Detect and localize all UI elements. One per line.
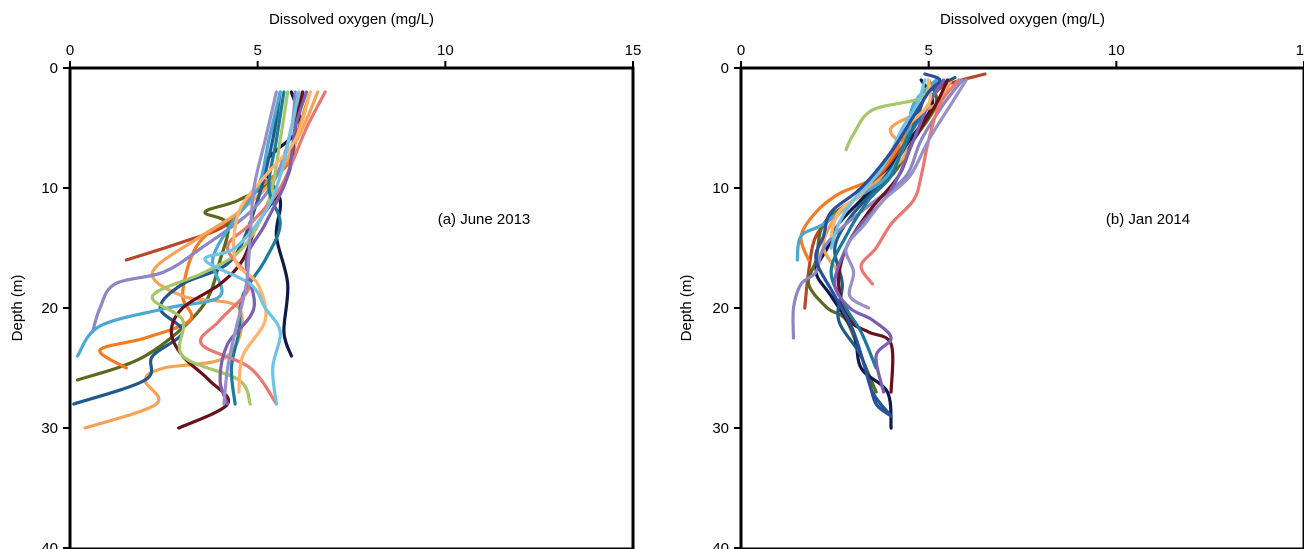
plot-frame — [68, 66, 635, 549]
series-line-12 — [198, 90, 327, 406]
panel-b: Dissolved oxygen (mg/L) Depth (m) (b) Ja… — [678, 11, 1304, 549]
y-tick-label: 10 — [41, 180, 58, 197]
y-tick-label: 20 — [41, 300, 58, 317]
series-line-17 — [814, 72, 942, 418]
series-line-15 — [829, 78, 927, 250]
x-tick-label: 0 — [737, 42, 745, 59]
x-axis-title: Dissolved oxygen (mg/L) — [269, 11, 434, 28]
x-tick-label: 10 — [437, 42, 454, 59]
series-line-7 — [791, 78, 964, 340]
x-tick-label: 15 — [1296, 42, 1304, 59]
tick-group: 0 5 10 15 0 10 20 30 40 — [41, 42, 641, 549]
y-tick-label: 30 — [41, 420, 58, 437]
series-group — [72, 90, 327, 430]
y-axis-title: Depth (m) — [9, 275, 26, 342]
series-line-6 — [72, 90, 282, 406]
x-tick-label: 10 — [1108, 42, 1125, 59]
series-line-10 — [150, 90, 290, 406]
y-tick-label: 0 — [50, 60, 58, 77]
y-tick-label: 0 — [721, 60, 729, 77]
y-axis-title: Depth (m) — [678, 275, 695, 342]
series-line-16 — [222, 90, 278, 406]
x-tick-label: 15 — [625, 42, 642, 59]
series-line-8 — [795, 78, 938, 262]
x-axis-title: Dissolved oxygen (mg/L) — [940, 11, 1105, 28]
series-line-3 — [814, 78, 935, 430]
plot-frame — [739, 66, 1304, 549]
y-tick-label: 20 — [712, 300, 729, 317]
series-line-11 — [829, 78, 942, 370]
y-tick-label: 10 — [712, 180, 729, 197]
panel-annotation: (b) Jan 2014 — [1106, 211, 1190, 228]
x-tick-label: 5 — [253, 42, 261, 59]
x-tick-label: 0 — [66, 42, 74, 59]
x-tick-label: 5 — [924, 42, 932, 59]
y-tick-label: 40 — [712, 540, 729, 549]
series-line-16 — [844, 78, 968, 310]
panel-annotation: (a) June 2013 — [438, 211, 531, 228]
series-line-15 — [203, 90, 301, 406]
panel-a: Dissolved oxygen (mg/L) Depth (m) (a) Ju… — [9, 11, 641, 549]
series-group — [791, 72, 987, 430]
series-line-8 — [75, 90, 282, 358]
y-tick-label: 30 — [712, 420, 729, 437]
y-tick-label: 40 — [41, 540, 58, 549]
series-line-12 — [859, 78, 961, 286]
tick-group: 0 5 10 15 0 10 20 30 40 — [712, 42, 1304, 549]
